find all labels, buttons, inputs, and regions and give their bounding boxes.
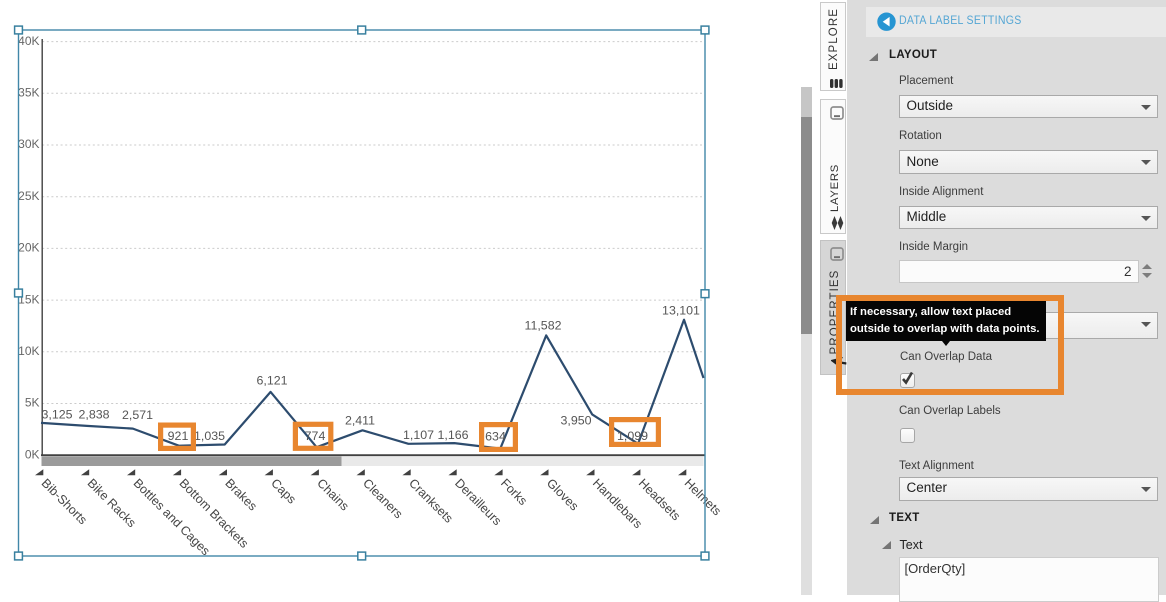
svg-text:25K: 25K: [18, 189, 39, 203]
svg-text:Bottles and Cages: Bottles and Cages: [131, 476, 213, 558]
svg-text:Helmets: Helmets: [682, 476, 724, 518]
svg-text:Derailleurs: Derailleurs: [452, 476, 504, 528]
svg-text:3,125: 3,125: [41, 407, 72, 421]
svg-text:Headsets: Headsets: [636, 476, 683, 523]
svg-text:Gloves: Gloves: [544, 476, 581, 513]
svg-text:Chains: Chains: [314, 476, 351, 513]
svg-text:13,101: 13,101: [662, 303, 700, 317]
svg-text:1,107: 1,107: [403, 428, 434, 442]
svg-text:634: 634: [485, 429, 506, 443]
svg-text:Forks: Forks: [498, 476, 530, 508]
svg-text:5K: 5K: [25, 396, 40, 410]
svg-text:Cleaners: Cleaners: [360, 476, 405, 521]
svg-text:2,571: 2,571: [122, 408, 153, 422]
svg-text:Caps: Caps: [268, 476, 299, 507]
svg-text:11,582: 11,582: [525, 318, 562, 332]
svg-text:30K: 30K: [18, 137, 39, 151]
svg-text:35K: 35K: [18, 86, 39, 100]
svg-text:10K: 10K: [18, 344, 39, 358]
svg-text:3,950: 3,950: [560, 413, 591, 427]
svg-text:20K: 20K: [18, 241, 39, 255]
svg-text:15K: 15K: [18, 292, 39, 306]
svg-text:774: 774: [305, 429, 326, 443]
svg-text:2,838: 2,838: [78, 407, 109, 421]
svg-text:0K: 0K: [25, 447, 40, 461]
svg-text:1,099: 1,099: [617, 429, 648, 443]
svg-text:1,035: 1,035: [194, 429, 225, 443]
svg-text:Bib-Shorts: Bib-Shorts: [39, 476, 90, 527]
svg-text:Bike Racks: Bike Racks: [85, 476, 139, 530]
svg-text:921: 921: [168, 429, 189, 443]
svg-text:Brakes: Brakes: [222, 476, 259, 513]
svg-text:6,121: 6,121: [256, 373, 287, 387]
svg-text:1,166: 1,166: [437, 428, 468, 442]
svg-text:Cranksets: Cranksets: [406, 476, 456, 526]
svg-text:2,411: 2,411: [345, 413, 375, 427]
svg-text:40K: 40K: [18, 34, 39, 48]
